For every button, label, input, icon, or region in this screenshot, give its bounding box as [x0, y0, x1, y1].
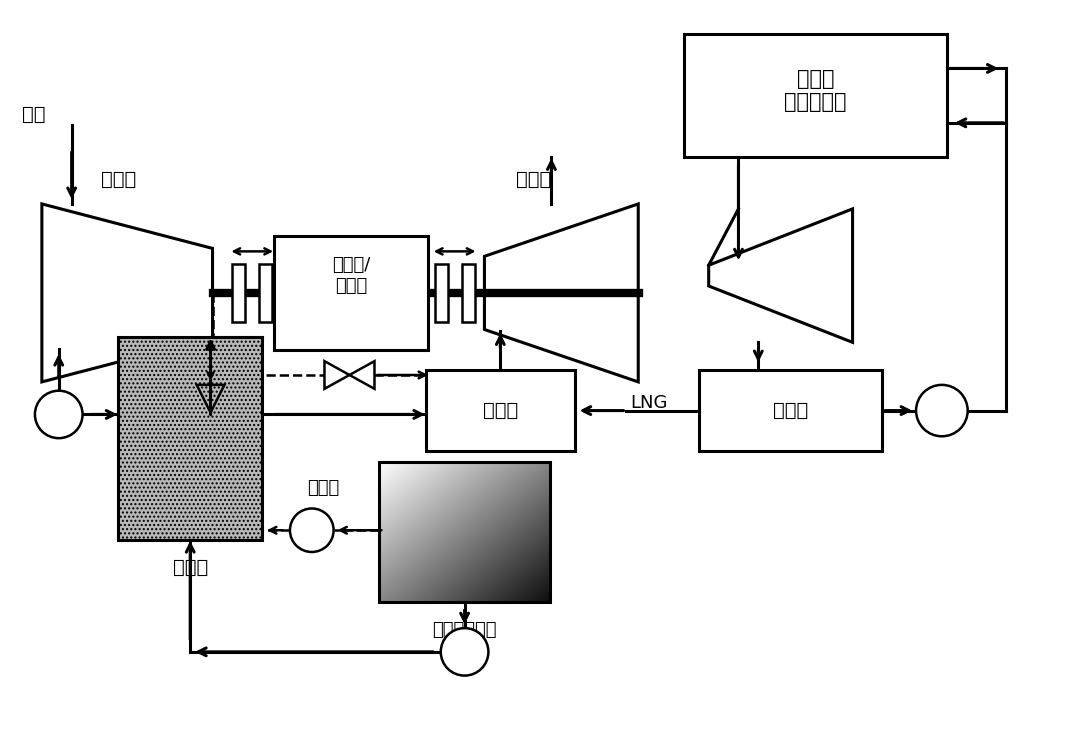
Circle shape	[916, 385, 968, 436]
Bar	[684, 34, 947, 158]
Bar	[119, 338, 262, 540]
Text: P: P	[936, 402, 947, 420]
Text: LNG: LNG	[631, 394, 667, 412]
Bar	[435, 264, 448, 322]
Bar	[379, 462, 550, 602]
Circle shape	[289, 509, 334, 552]
Text: B: B	[53, 406, 65, 424]
Bar	[274, 235, 428, 350]
Text: 燃烧室: 燃烧室	[483, 401, 518, 420]
Text: 膨胀阀: 膨胀阀	[308, 479, 340, 497]
Text: 冷凝器: 冷凝器	[773, 401, 808, 420]
Text: 回热器: 回热器	[173, 558, 207, 577]
Bar	[461, 264, 474, 322]
Bar	[232, 264, 245, 322]
Circle shape	[441, 628, 488, 675]
Text: 空气: 空气	[23, 105, 45, 125]
Text: 发电机/
电动机: 发电机/ 电动机	[332, 255, 370, 294]
Text: 压缩机: 压缩机	[100, 170, 136, 189]
Bar	[259, 264, 272, 322]
Text: 液态空气储罐: 液态空气储罐	[432, 621, 497, 639]
Bar	[426, 370, 575, 451]
Text: 膨胀机: 膨胀机	[516, 170, 552, 189]
Text: P: P	[459, 643, 470, 661]
Bar	[699, 370, 882, 451]
Text: 回热器
蔭气发生器: 回热器 蔭气发生器	[784, 69, 847, 112]
Circle shape	[35, 391, 82, 438]
